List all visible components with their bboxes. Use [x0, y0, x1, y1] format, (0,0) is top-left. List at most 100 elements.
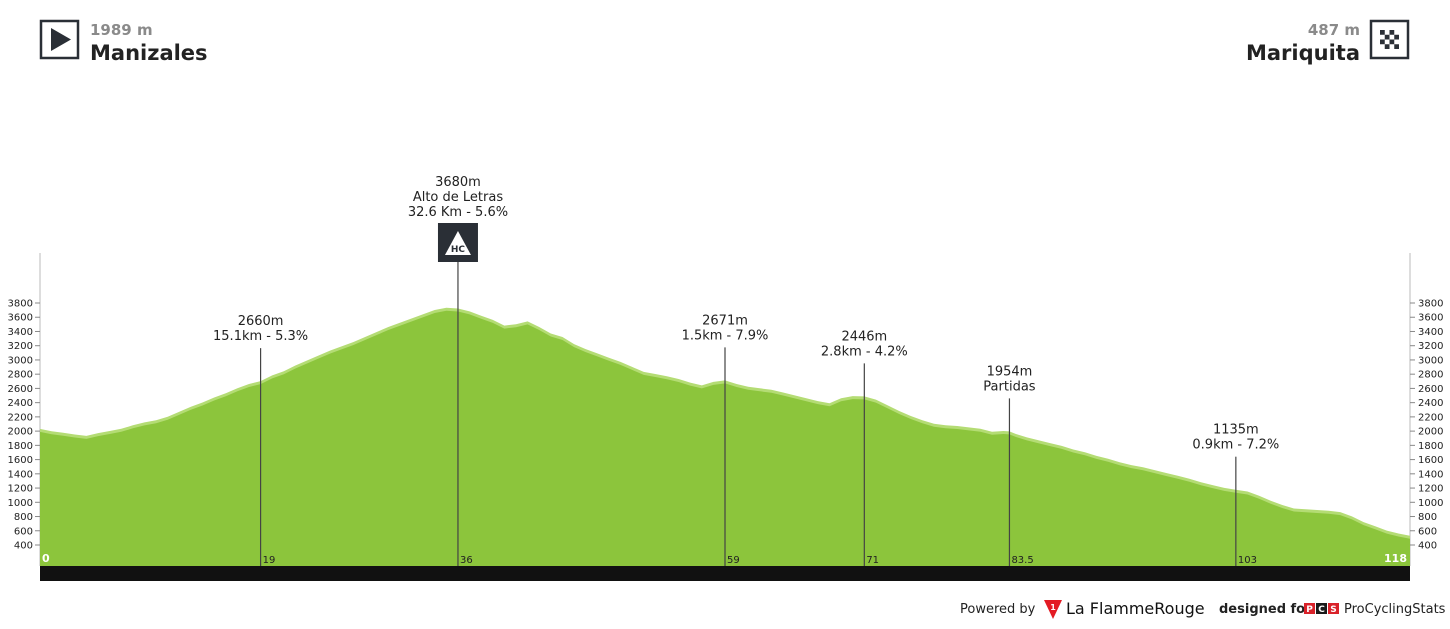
y-tick-label: 1400	[8, 469, 33, 480]
y-tick-label: 3800	[1418, 299, 1443, 310]
climb-details: 32.6 Km - 5.6%	[408, 205, 508, 220]
climb-elevation: 2660m	[238, 314, 284, 329]
x-tick-label: 36	[460, 555, 473, 566]
climb-elevation: 3680m	[435, 175, 481, 190]
start-city: Manizales	[90, 41, 208, 65]
finish-block: 487 m Mariquita	[1246, 19, 1410, 65]
checker-square	[1394, 34, 1399, 40]
x-tick-label: 0	[42, 552, 50, 565]
designed-for-text: designed for	[1219, 602, 1312, 617]
finish-elevation: 487 m	[1308, 21, 1360, 39]
play-icon-triangle	[51, 28, 71, 51]
flamme-rouge-badge: 1	[1050, 603, 1056, 612]
y-tick-label: 1600	[1418, 455, 1443, 466]
x-tick-label: 71	[866, 555, 879, 566]
y-tick-label: 3800	[8, 299, 33, 310]
y-axis-left: 400 600 800 1000 1200 1400 1600 1800 2000 2200 240…	[8, 299, 40, 552]
checker-square	[1380, 39, 1385, 45]
y-tick-label: 3400	[8, 327, 33, 338]
climb-name: Alto de Letras	[413, 190, 503, 205]
y-tick-label: 3600	[8, 313, 33, 324]
play-icon	[39, 19, 80, 60]
y-tick-label: 600	[14, 526, 33, 537]
checker-square	[1394, 44, 1399, 49]
climb-category: HC	[451, 245, 466, 255]
y-tick-label: 3600	[1418, 313, 1443, 324]
mountain-icon	[444, 231, 471, 255]
y-tick-label: 2400	[8, 398, 33, 409]
y-tick-label: 1800	[8, 441, 33, 452]
y-tick-label: 1400	[1418, 469, 1443, 480]
climb-elevation: 2446m	[841, 329, 887, 344]
flamme-rouge-brand: La FlammeRouge	[1066, 599, 1205, 618]
y-tick-label: 1200	[1418, 484, 1443, 495]
pcs-badge	[1316, 603, 1327, 614]
pcs-badge	[1328, 603, 1339, 614]
pcs-badge	[1304, 603, 1315, 614]
distance-bar	[40, 566, 1410, 581]
x-tick-label: 19	[263, 555, 276, 566]
pcs-name: ProCyclingStats	[1344, 602, 1446, 617]
y-tick-label: 1000	[8, 498, 33, 509]
footer: Powered by 1 La FlammeRouge designed for…	[960, 599, 1446, 619]
checkered-flag-pattern	[1380, 30, 1399, 49]
y-tick-label: 2600	[1418, 384, 1443, 395]
pcs-letter: P	[1306, 605, 1313, 615]
x-tick-label: 83.5	[1011, 555, 1033, 566]
y-tick-label: 400	[1418, 541, 1437, 552]
x-tick-label: 118	[1384, 552, 1407, 565]
flamme-rouge-logo-icon	[1044, 600, 1062, 619]
y-tick-label: 400	[14, 541, 33, 552]
climb-details: 0.9km - 7.2%	[1192, 438, 1279, 453]
x-axis: 0 19 36 59 71 83.5 103 118	[42, 552, 1407, 566]
climb-elevation: 2671m	[702, 313, 748, 328]
checker-square	[1384, 34, 1390, 40]
y-tick-label: 3200	[1418, 341, 1443, 352]
y-tick-label: 600	[1418, 526, 1437, 537]
start-elevation: 1989 m	[90, 21, 153, 39]
pcs-letter: C	[1318, 605, 1325, 615]
y-tick-label: 2200	[8, 412, 33, 423]
y-tick-label: 800	[14, 512, 33, 523]
y-tick-label: 1000	[1418, 498, 1443, 509]
y-tick-label: 2800	[8, 370, 33, 381]
x-tick-label: 103	[1238, 555, 1257, 566]
y-axis-right: 400 600 800 1000 1200 1400 1600 1800 2000 2200 240…	[1410, 299, 1443, 552]
y-tick-label: 3000	[8, 355, 33, 366]
y-tick-label: 3400	[1418, 327, 1443, 338]
x-tick-label: 59	[727, 555, 740, 566]
checker-square	[1389, 30, 1395, 35]
climb-elevation: 1135m	[1213, 423, 1259, 438]
climb-details: 2.8km - 4.2%	[821, 344, 908, 359]
pcs-letter: S	[1330, 605, 1336, 615]
start-block: 1989 m Manizales	[39, 19, 208, 65]
checker-square	[1380, 30, 1385, 35]
climb-details: 15.1km - 5.3%	[213, 329, 308, 344]
y-tick-label: 2000	[1418, 427, 1443, 438]
climb-details: Partidas	[983, 379, 1035, 394]
y-tick-label: 2600	[8, 384, 33, 395]
finish-city: Mariquita	[1246, 41, 1360, 65]
y-tick-label: 3000	[1418, 355, 1443, 366]
y-tick-label: 1200	[8, 484, 33, 495]
climb-details: 1.5km - 7.9%	[682, 328, 769, 343]
y-tick-label: 800	[1418, 512, 1437, 523]
y-tick-label: 2000	[8, 427, 33, 438]
powered-by-text: Powered by	[960, 602, 1036, 617]
checker-square	[1384, 44, 1390, 49]
checker-square	[1389, 39, 1395, 45]
y-tick-label: 1800	[1418, 441, 1443, 452]
climb-elevation: 1954m	[987, 364, 1033, 379]
y-tick-label: 2400	[1418, 398, 1443, 409]
y-tick-label: 3200	[8, 341, 33, 352]
